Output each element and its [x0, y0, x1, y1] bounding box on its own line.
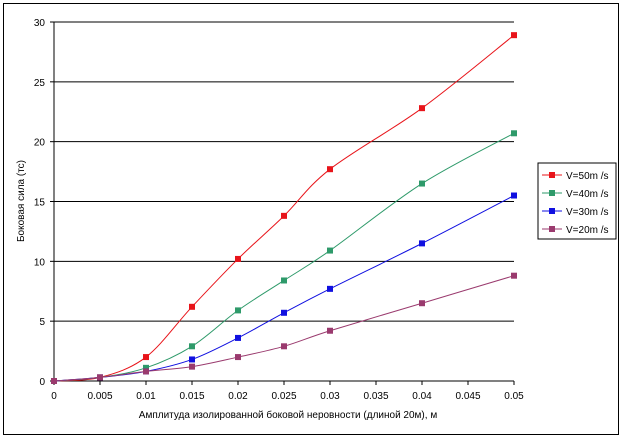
series-1-point-6 [327, 247, 333, 254]
series-3-point-7 [419, 300, 425, 307]
x-tick-label-0: 0 [51, 391, 57, 402]
series-2-point-4 [235, 334, 241, 341]
series-1-point-2 [143, 364, 149, 371]
x-tick-label-5: 0.025 [271, 391, 296, 402]
legend-marker-1 [549, 190, 555, 196]
y-axis-title: Боковая сила (тс) [16, 160, 27, 242]
legend-label-3: V=20m /s [566, 225, 609, 236]
series-0-point-2 [143, 354, 149, 361]
series-3-point-8 [511, 272, 517, 279]
series-1-point-3 [189, 343, 195, 350]
y-tick-label-6: 30 [34, 18, 46, 29]
x-tick-label-4: 0.02 [228, 391, 248, 402]
x-axis-title: Амплитуда изолированной боковой неровнос… [139, 409, 438, 421]
series-2-point-3 [189, 356, 195, 363]
series-3-point-3 [189, 363, 195, 370]
legend-label-1: V=40m /s [566, 189, 609, 200]
x-tick-label-1: 0.005 [87, 391, 112, 402]
y-tick-label-2: 10 [34, 257, 46, 268]
y-tick-label-5: 25 [34, 78, 46, 89]
x-tick-label-6: 0.03 [320, 391, 340, 402]
series-3-point-6 [327, 327, 333, 334]
series-line-2 [53, 195, 515, 382]
y-tick-label-1: 5 [39, 317, 45, 328]
legend-marker-0 [549, 172, 555, 178]
series-0-point-6 [327, 166, 333, 173]
series-0-point-7 [419, 105, 425, 112]
x-tick-label-2: 0.01 [136, 391, 156, 402]
series-0-point-8 [511, 32, 517, 39]
series-2-point-5 [281, 309, 287, 316]
x-tick-label-10: 0.05 [504, 391, 524, 402]
x-tick-label-8: 0.04 [412, 391, 432, 402]
legend-label-2: V=30m /s [566, 207, 609, 218]
legend-marker-2 [549, 208, 555, 214]
series-2-point-6 [327, 285, 333, 292]
series-0-point-4 [235, 255, 241, 262]
x-tick-label-7: 0.035 [363, 391, 388, 402]
legend-label-0: V=50m /s [566, 171, 609, 182]
series-2-point-7 [419, 240, 425, 247]
series-3-point-5 [281, 343, 287, 350]
y-tick-label-0: 0 [39, 377, 45, 388]
x-tick-label-9: 0.045 [455, 391, 480, 402]
series-3-point-0 [51, 378, 57, 384]
y-tick-label-3: 15 [34, 198, 46, 209]
series-1-point-8 [511, 130, 517, 137]
x-tick-label-3: 0.015 [179, 391, 204, 402]
series-line-3 [53, 275, 515, 382]
series-1-point-4 [235, 307, 241, 314]
legend-marker-3 [549, 226, 555, 232]
series-0-point-5 [281, 212, 287, 219]
series-3-point-4 [235, 354, 241, 361]
series-2-point-8 [511, 192, 517, 199]
series-3-point-1 [97, 374, 103, 381]
y-tick-label-4: 20 [34, 138, 46, 149]
series-1-point-5 [281, 277, 287, 284]
chart-frame [3, 3, 619, 435]
series-3-point-2 [143, 368, 149, 375]
series-line-0 [53, 34, 515, 382]
series-1-point-7 [419, 180, 425, 187]
series-0-point-3 [189, 303, 195, 310]
